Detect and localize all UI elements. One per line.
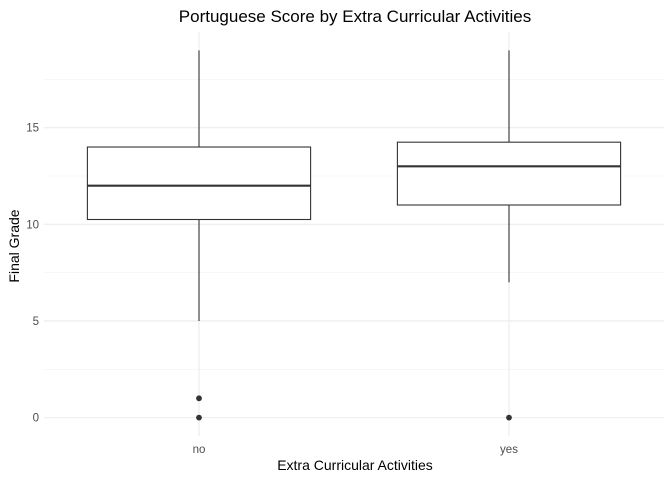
iqr-box: [396, 141, 622, 206]
outlier-point: [196, 414, 202, 421]
x-tick-label: no: [193, 444, 206, 456]
chart-title: Portuguese Score by Extra Curricular Act…: [179, 7, 531, 26]
y-tick-label: 15: [26, 123, 39, 135]
grid-lines: [44, 32, 664, 436]
outlier-point: [506, 414, 512, 421]
boxes: [86, 50, 622, 421]
tick-labels: 0 5 10 15 no yes: [26, 123, 518, 456]
box-yes: [396, 50, 622, 421]
x-axis-title: Extra Curricular Activities: [277, 457, 433, 473]
y-axis-title: Final Grade: [6, 209, 22, 282]
iqr-box: [86, 146, 312, 221]
y-tick-label: 10: [26, 219, 39, 231]
y-tick-label: 5: [33, 316, 39, 328]
x-tick-label: yes: [500, 444, 518, 456]
box-no: [86, 50, 312, 421]
y-tick-label: 0: [33, 413, 39, 425]
outlier-point: [196, 395, 202, 402]
